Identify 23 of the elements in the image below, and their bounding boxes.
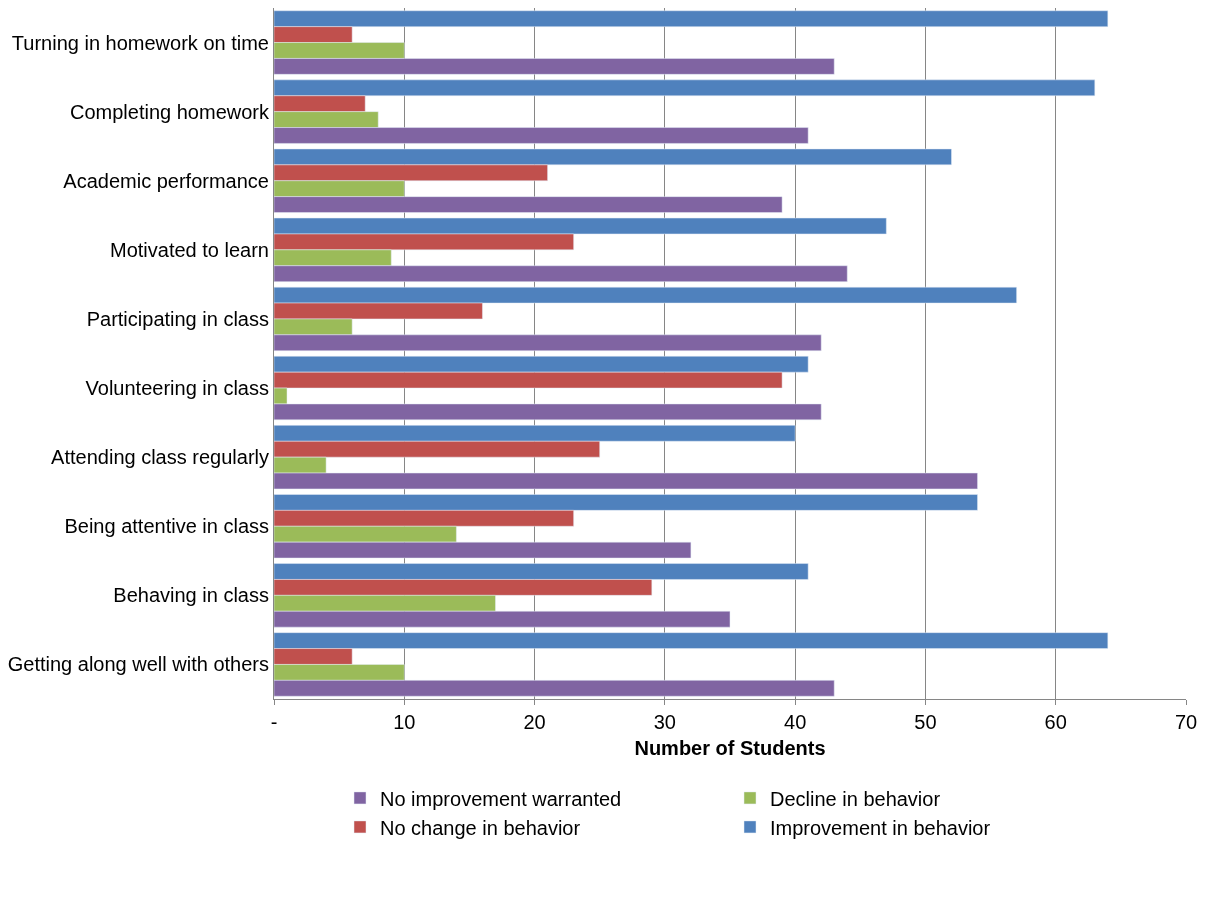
y-tick-label: Turning in homework on time (11, 31, 269, 54)
x-tick-label: 60 (1044, 711, 1067, 733)
x-tick-label: 70 (1174, 711, 1198, 733)
y-tick-label: Academic performance (63, 169, 269, 192)
legend-label: No improvement warranted (380, 787, 622, 810)
y-tick-label: Behaving in class (113, 584, 269, 607)
y-tick-label: Being attentive in class (64, 515, 269, 538)
x-tick-label: 10 (393, 711, 416, 733)
x-tick-label: 20 (523, 711, 546, 733)
y-tick-label: Attending class regularly (51, 446, 269, 469)
x-tick-label: 40 (784, 711, 807, 733)
x-axis-title: Number of Students (634, 736, 826, 759)
y-tick-label: Participating in class (86, 307, 269, 330)
y-tick-label: Volunteering in class (85, 377, 269, 400)
x-tick-label: - (270, 711, 278, 733)
legend-label: No change in behavior (380, 816, 581, 839)
x-tick-label: 30 (653, 711, 676, 733)
y-tick-label: Motivated to learn (110, 238, 269, 261)
legend-label: Improvement in behavior (770, 816, 991, 839)
y-tick-label: Completing homework (70, 100, 270, 123)
legend-label: Decline in behavior (770, 787, 941, 810)
y-tick-label: Getting along well with others (7, 653, 269, 676)
x-tick-label: 50 (914, 711, 937, 733)
